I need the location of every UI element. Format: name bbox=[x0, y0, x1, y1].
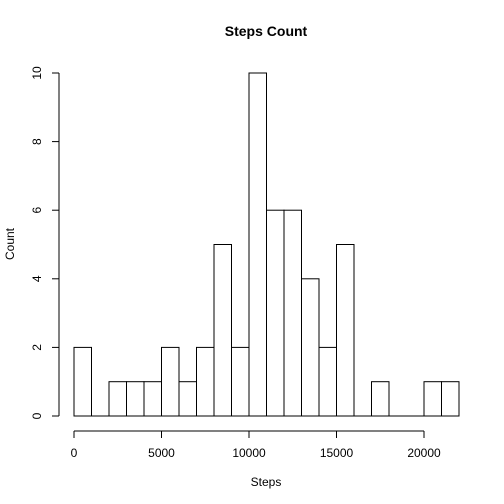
histogram-bar bbox=[73, 346, 92, 417]
histogram-bar bbox=[318, 346, 337, 417]
histogram-bar bbox=[196, 346, 215, 417]
histogram-bar bbox=[301, 278, 320, 417]
y-tick-label: 8 bbox=[30, 138, 44, 145]
y-tick-label: 6 bbox=[30, 207, 44, 214]
y-tick-label: 10 bbox=[30, 66, 44, 80]
bars-group bbox=[73, 72, 460, 417]
histogram-bar bbox=[336, 244, 355, 417]
histogram-bar bbox=[283, 209, 302, 417]
histogram-bar bbox=[178, 381, 197, 417]
x-tick-label: 10000 bbox=[232, 446, 266, 460]
y-axis-label: Count bbox=[3, 227, 17, 260]
histogram-bar bbox=[108, 381, 127, 417]
x-tick-label: 20000 bbox=[407, 446, 441, 460]
y-tick-label: 4 bbox=[30, 275, 44, 282]
histogram-bar bbox=[441, 381, 460, 417]
histogram-bar bbox=[248, 72, 267, 417]
x-axis: 0 5000 10000 15000 20000 bbox=[71, 430, 441, 460]
histogram-bar bbox=[266, 209, 285, 417]
y-tick-label: 2 bbox=[30, 344, 44, 351]
x-tick-label: 0 bbox=[71, 446, 78, 460]
histogram-bar bbox=[231, 346, 250, 417]
histogram-bar bbox=[371, 381, 390, 417]
y-tick-label: 0 bbox=[30, 412, 44, 419]
histogram-bar bbox=[126, 381, 145, 417]
x-tick-label: 15000 bbox=[320, 446, 354, 460]
histogram-bar bbox=[213, 244, 232, 417]
histogram-bar bbox=[143, 381, 162, 417]
histogram-bar bbox=[423, 381, 442, 417]
histogram-bar bbox=[161, 346, 180, 417]
x-tick-label: 5000 bbox=[148, 446, 175, 460]
x-axis-label: Steps bbox=[251, 475, 282, 489]
y-axis: 0 2 4 6 8 10 bbox=[30, 66, 60, 419]
chart-title: Steps Count bbox=[225, 23, 308, 39]
